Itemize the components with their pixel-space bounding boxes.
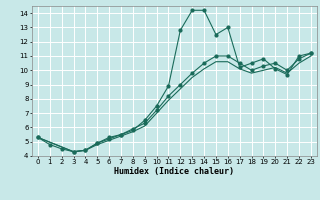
- X-axis label: Humidex (Indice chaleur): Humidex (Indice chaleur): [115, 167, 234, 176]
